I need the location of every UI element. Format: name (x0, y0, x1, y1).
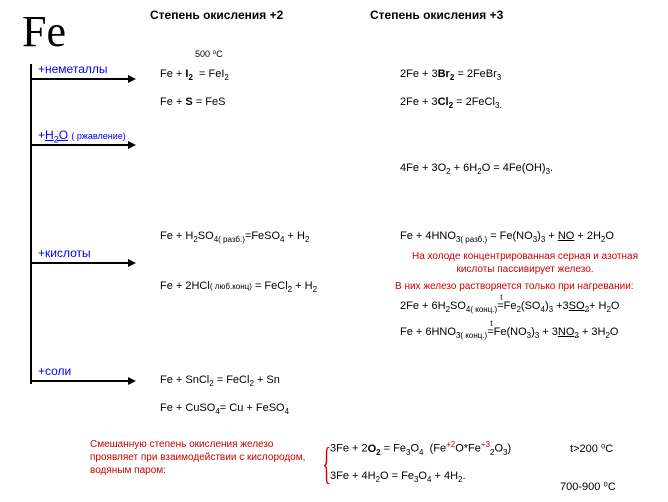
arrow-trunk (30, 64, 32, 384)
eq-fei2: Fe + I2 = FeI2 (160, 66, 229, 84)
eq-fe3o4-o2: 3Fe + 2O2 = Fe3O4 (Fe+2O*Fe+32O3) (330, 440, 511, 457)
arrow-head-icon (128, 75, 136, 83)
red-note-heat: В них железо растворяется только при наг… (395, 280, 655, 293)
arrow-head-icon (128, 259, 136, 267)
eq-cuso4: Fe + CuSO4= Cu + FeSO4 (160, 400, 289, 418)
eq-fe2so43: 2Fe + 6H2SO4( конц.)=Fe2(SO4)3 +3SO2+ H2… (400, 298, 619, 316)
header-ox2: Степень окисления +2 (150, 8, 370, 22)
cat-acids: +кислоты (38, 246, 91, 260)
eq-fes: Fe + S = FeS (160, 94, 225, 111)
eq-feso4: Fe + H2SO4( разб.)=FeSO4 + H2 (160, 228, 309, 246)
header-ox3: Степень окисления +3 (370, 8, 590, 22)
eq-febr3: 2Fe + 3Br2 = 2FeBr3 (400, 66, 501, 84)
element-symbol: Fe (22, 6, 66, 57)
arrow-branch-nonmetals (30, 78, 130, 80)
arrow-head-icon (128, 141, 136, 149)
temp-700-900: 700-900 ⁰C (560, 480, 616, 493)
rust-note: ( ржавление) (71, 131, 125, 141)
arrow-head-icon (128, 377, 136, 385)
cat-salts: +соли (38, 364, 71, 378)
cat-water: +H2O ( ржавление) (38, 128, 126, 144)
eq-sncl2: Fe + SnCl2 = FeCl2 + Sn (160, 372, 280, 390)
red-note-passiv: На холоде концентрированная серная и азо… (400, 250, 650, 276)
arrow-branch-salts (30, 380, 130, 382)
footer-mixed-note: Смешанную степень окисления железо прояв… (90, 438, 310, 477)
column-headers: Степень окисления +2 Степень окисления +… (150, 8, 650, 22)
arrow-branch-acids (30, 262, 130, 264)
eq-fe3o4-h2o: 3Fe + 4H2O = Fe3O4 + 4H2. (330, 470, 466, 484)
eq-feno3-konc: Fe + 6HNO3( конц.)=Fe(NO3)3 + 3NO2 + 3H2… (400, 324, 618, 342)
eq-feno3-razb: Fe + 4HNO3( разб.) = Fe(NO3)3 + NO + 2H2… (400, 228, 614, 246)
eq-feoh3: 4Fe + 3O2 + 6H2O = 4Fe(OH)3. (400, 160, 553, 178)
temp-500: 500 ⁰C (195, 48, 223, 62)
eq-fecl3: 2Fe + 3Cl2 = 2FeCl3. (400, 94, 502, 112)
cat-nonmetals: +неметаллы (38, 62, 108, 76)
temp-200: t>200 ⁰C (570, 442, 613, 455)
eq-fecl2: Fe + 2HCl( люб.конц) = FeCl2 + H2 (160, 278, 317, 296)
